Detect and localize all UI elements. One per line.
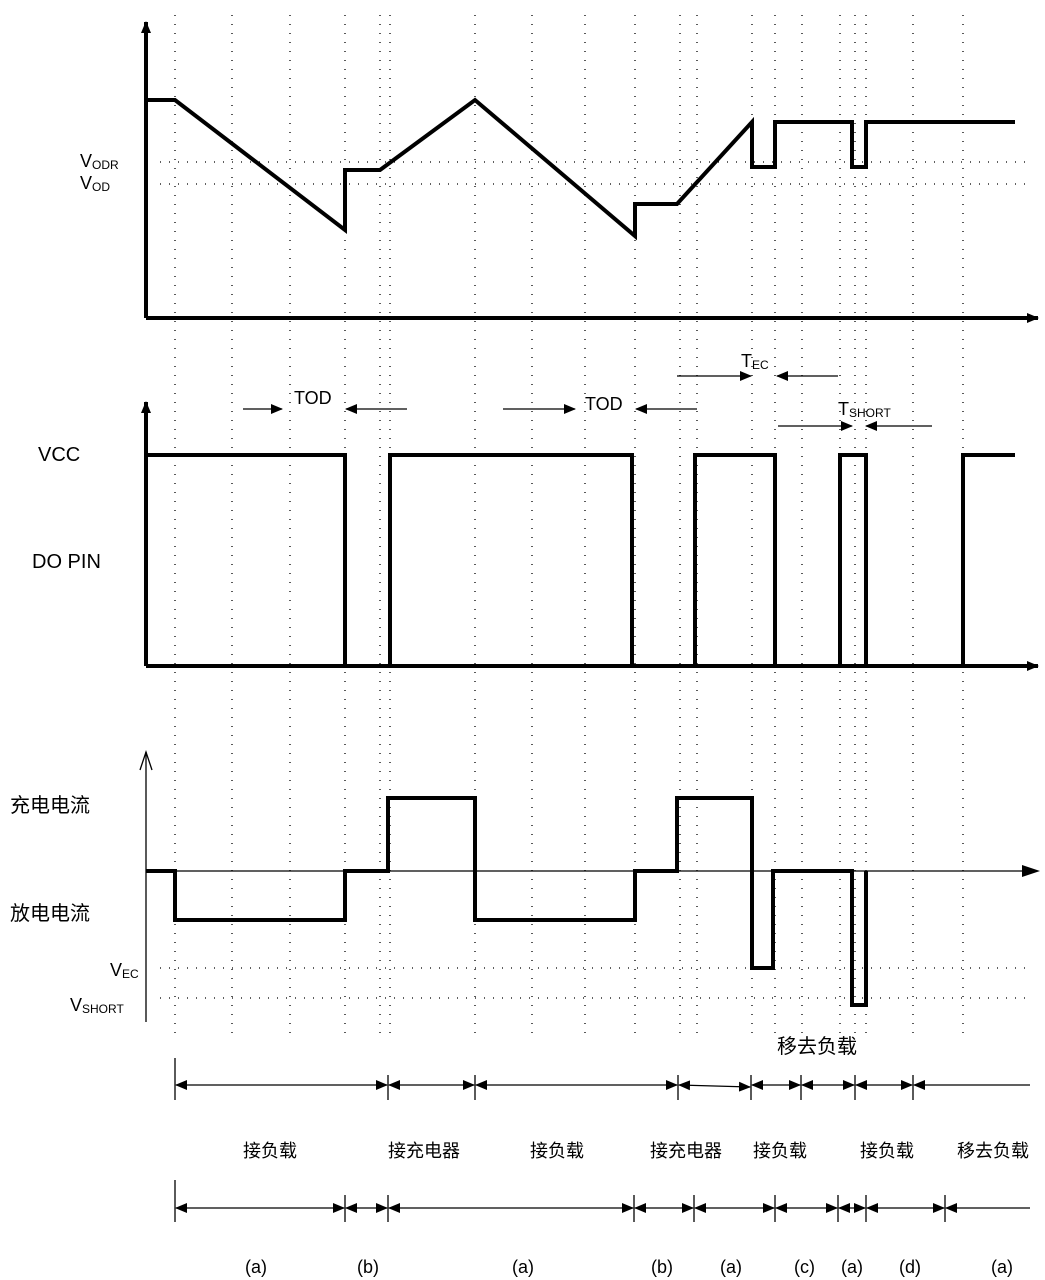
event-ticks [174, 1058, 914, 1100]
event-label: 接充电器 [388, 1141, 460, 1161]
voltage-waveform [146, 97, 1015, 241]
vec-label: VEC [110, 960, 139, 981]
event-label: 接充电器 [650, 1141, 722, 1161]
current-y-arrowhead [139, 749, 153, 771]
state-label: (a) [245, 1257, 267, 1277]
tod-annotation-2: TOD [503, 394, 697, 414]
current-waveform [146, 796, 868, 1007]
tshort-label: TSHORT [838, 399, 891, 420]
state-label: (b) [357, 1257, 379, 1277]
event-label: 接负载 [753, 1141, 807, 1161]
tshort-annotation: TSHORT [778, 399, 932, 431]
vertical-grid [174, 15, 964, 1040]
state-label: (b) [651, 1257, 673, 1277]
event-label: 接负载 [243, 1141, 297, 1161]
event-label: 接负载 [860, 1141, 914, 1161]
voltage-panel: VODR VOD [80, 21, 1039, 323]
discharge-current-label: 放电电流 [10, 902, 90, 925]
remove-load-top-label: 移去负载 [777, 1035, 857, 1058]
tod-label-2: TOD [585, 394, 623, 414]
tec-label: TEC [741, 351, 769, 372]
state-labels: (a) (b) (a) (b) (a) (c) (a) (d) (a) [245, 1257, 1013, 1277]
event-label: 接负载 [530, 1141, 584, 1161]
event-arrows [175, 1080, 1030, 1092]
do-pin-label: DO PIN [32, 551, 101, 573]
vod-label: VOD [80, 173, 110, 194]
vshort-label: VSHORT [70, 995, 124, 1016]
state-label: (a) [991, 1257, 1013, 1277]
grid-lines [160, 15, 1030, 1040]
state-label: (a) [720, 1257, 742, 1277]
event-label: 移去负载 [957, 1141, 1029, 1161]
current-panel: 充电电流 放电电流 VEC VSHORT [10, 749, 1040, 1022]
tec-annotation: TEC [677, 351, 838, 381]
tod-label-1: TOD [294, 388, 332, 408]
state-label: (d) [899, 1257, 921, 1277]
event-labels: 接负载 接充电器 接负载 接充电器 接负载 接负载 移去负载 [243, 1141, 1029, 1161]
charge-current-label: 充电电流 [10, 794, 90, 817]
vcc-label: VCC [38, 444, 80, 466]
current-x-arrowhead [1022, 865, 1040, 877]
state-ticks [174, 1180, 946, 1222]
state-label: (c) [794, 1257, 815, 1277]
state-label: (a) [512, 1257, 534, 1277]
event-row: 移去负载 接负载 接充电器 接负载 接充电器 接负载 [174, 1035, 1030, 1161]
state-label: (a) [841, 1257, 863, 1277]
state-row: (a) (b) (a) (b) (a) (c) (a) (d) (a) [174, 1180, 1030, 1277]
vodr-label: VODR [80, 151, 119, 172]
do-waveform [146, 453, 1015, 668]
do-pin-panel: VCC DO PIN TOD TOD TEC TSHORT [32, 351, 1039, 671]
tod-annotation-1: TOD [243, 388, 407, 414]
horizontal-grid [160, 161, 1030, 999]
